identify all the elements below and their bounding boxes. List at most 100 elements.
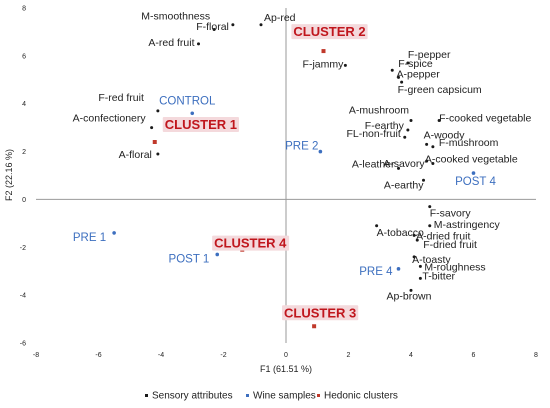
sensory-attribute-point bbox=[150, 126, 154, 130]
sensory-attribute-label: FL-non-fruit bbox=[346, 128, 400, 140]
sensory-attribute-point bbox=[406, 128, 410, 132]
cluster-point bbox=[152, 140, 157, 144]
sensory-attribute-point bbox=[212, 28, 216, 32]
sensory-attribute-point bbox=[428, 224, 432, 228]
y-tick-label: 8 bbox=[22, 6, 26, 13]
y-tick-label: -6 bbox=[20, 341, 26, 348]
sensory-attribute-point bbox=[412, 255, 416, 259]
cluster-label-highlight bbox=[162, 117, 239, 132]
x-tick-label: -6 bbox=[95, 352, 101, 359]
wine-sample-label: PRE 4 bbox=[359, 266, 393, 278]
sensory-attribute-point bbox=[231, 23, 235, 27]
sensory-attribute-point bbox=[418, 276, 422, 280]
sensory-attribute-label: F-savory bbox=[430, 208, 472, 220]
sensory-attribute-label: F-earthy bbox=[365, 120, 405, 132]
sensory-attribute-point bbox=[409, 288, 413, 292]
sensory-attribute-label: M-roughness bbox=[424, 261, 485, 273]
sensory-attribute-point bbox=[412, 233, 416, 237]
x-tick-label: 8 bbox=[534, 352, 538, 359]
cluster-point bbox=[312, 324, 317, 329]
cluster-point bbox=[321, 49, 326, 54]
sensory-attribute-point bbox=[156, 109, 160, 113]
sensory-attribute-point bbox=[406, 61, 410, 65]
sensory-attribute-label: Ap-red bbox=[264, 12, 296, 24]
sensory-attribute-label: T-bitter bbox=[422, 270, 455, 282]
x-tick-label: -4 bbox=[158, 352, 164, 359]
sensory-attribute-label: F-cooked vegetable bbox=[439, 112, 531, 124]
cluster-label: CLUSTER 1 bbox=[165, 117, 237, 132]
cluster-label-highlight bbox=[291, 24, 368, 40]
sensory-attribute-label: F-jammy bbox=[303, 58, 345, 70]
sensory-attribute-point bbox=[425, 159, 429, 163]
sensory-attribute-label: F-mushroom bbox=[439, 137, 499, 149]
sensory-attribute-label: A-floral bbox=[119, 149, 152, 161]
sensory-attribute-label: A-mushroom bbox=[349, 104, 409, 116]
sensory-attribute-point bbox=[197, 42, 200, 46]
wine-sample-label: POST 4 bbox=[455, 176, 496, 188]
sensory-attribute-point bbox=[431, 145, 435, 149]
cluster-label: CLUSTER 4 bbox=[214, 236, 287, 251]
legend-label-clusters: Hedonic clusters bbox=[324, 391, 398, 402]
sensory-attribute-point bbox=[375, 224, 379, 228]
x-tick-label: 6 bbox=[472, 352, 476, 359]
x-tick-label: 4 bbox=[409, 352, 413, 359]
sensory-attribute-label: A-savory bbox=[383, 158, 425, 170]
wine-sample-point bbox=[112, 231, 116, 235]
legend-label-sensory: Sensory attributes bbox=[152, 391, 233, 402]
sensory-attribute-label: A-red fruit bbox=[148, 37, 194, 49]
legend: Sensory attributes Wine samples Hedonic … bbox=[145, 391, 398, 402]
sensory-attribute-label: F-spice bbox=[398, 58, 433, 70]
sensory-attribute-point bbox=[259, 23, 263, 27]
sensory-attribute-point bbox=[409, 118, 413, 122]
sensory-attribute-point bbox=[437, 118, 441, 122]
wine-sample-point bbox=[318, 149, 323, 154]
wine-sample-point bbox=[190, 111, 195, 116]
sensory-attribute-point bbox=[418, 264, 422, 268]
sensory-attribute-point bbox=[428, 205, 432, 209]
wine-sample-label: POST 1 bbox=[169, 253, 210, 265]
sensory-attribute-point bbox=[415, 238, 419, 242]
legend-marker-clusters bbox=[317, 394, 320, 397]
sensory-attribute-label: F-pepper bbox=[408, 49, 451, 61]
sensory-attribute-label: M-smoothness bbox=[141, 11, 210, 23]
sensory-attribute-label: F-green capsicum bbox=[398, 84, 482, 96]
wine-sample-point bbox=[215, 252, 220, 257]
sensory-attribute-point bbox=[397, 75, 400, 79]
sensory-attribute-label: A-woody bbox=[424, 129, 466, 141]
y-tick-label: 6 bbox=[22, 53, 26, 60]
sensory-attribute-label: A-dried fruit bbox=[416, 230, 470, 242]
sensory-attribute-point bbox=[431, 162, 435, 166]
wine-sample-label: PRE 1 bbox=[73, 232, 106, 244]
cluster-label: CLUSTER 3 bbox=[284, 305, 356, 320]
x-axis-title: F1 (61.51 %) bbox=[260, 364, 312, 374]
x-tick-label: 2 bbox=[347, 352, 351, 359]
sensory-attribute-label: A-earthy bbox=[384, 179, 424, 191]
wine-sample-point bbox=[396, 267, 401, 271]
y-tick-label: -2 bbox=[20, 245, 26, 252]
wine-sample-point bbox=[471, 171, 476, 175]
x-tick-label: 0 bbox=[284, 352, 288, 359]
sensory-attribute-label: F-red fruit bbox=[98, 92, 144, 104]
sensory-attribute-point bbox=[156, 152, 160, 156]
wine-sample-label: CONTROL bbox=[159, 95, 216, 107]
sensory-attribute-point bbox=[343, 63, 347, 67]
legend-label-wine: Wine samples bbox=[253, 391, 316, 402]
x-tick-label: -8 bbox=[33, 352, 39, 359]
sensory-attribute-label: A-leather bbox=[352, 158, 395, 170]
sensory-attribute-label: F-dried fruit bbox=[423, 239, 477, 251]
sensory-attribute-point bbox=[425, 142, 429, 146]
sensory-attribute-label: M-astringency bbox=[434, 219, 501, 231]
wine-sample-label: PRE 2 bbox=[285, 141, 318, 153]
cluster-label: CLUSTER 2 bbox=[293, 24, 365, 39]
sensory-attribute-label: A-toasty bbox=[412, 254, 451, 266]
sensory-attribute-label: A-pepper bbox=[397, 68, 441, 80]
sensory-attribute-point bbox=[400, 80, 404, 84]
sensory-attribute-label: A-cooked vegetable bbox=[425, 154, 518, 166]
legend-marker-wine bbox=[246, 394, 249, 397]
y-tick-label: 2 bbox=[22, 149, 26, 156]
y-tick-label: 0 bbox=[22, 197, 26, 204]
legend-marker-sensory bbox=[145, 394, 148, 397]
sensory-attribute-label: Ap-brown bbox=[387, 290, 432, 302]
